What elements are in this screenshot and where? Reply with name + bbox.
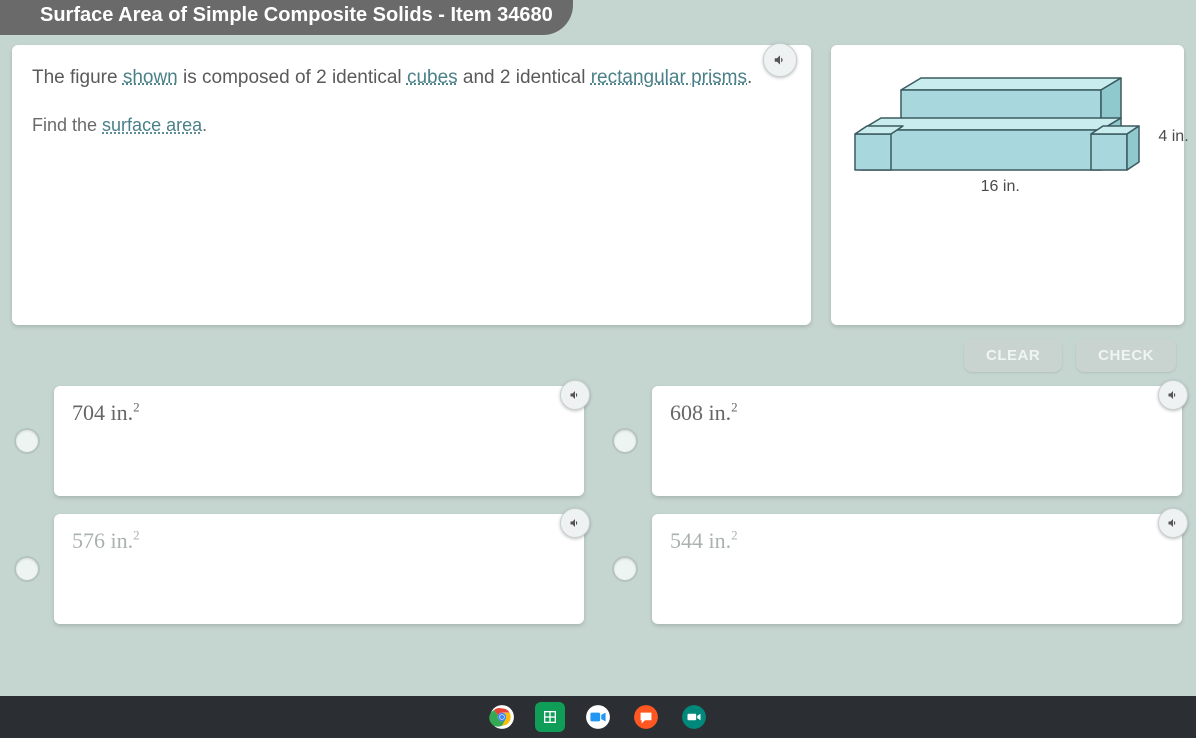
check-button[interactable]: CHECK xyxy=(1076,339,1176,372)
link-cubes[interactable]: cubes xyxy=(407,67,458,88)
question-text: The figure shown is composed of 2 identi… xyxy=(32,63,791,93)
taskbar-chrome-icon[interactable] xyxy=(487,702,517,732)
answer-audio-button[interactable] xyxy=(1158,508,1188,538)
taskbar-meet-icon[interactable] xyxy=(583,702,613,732)
answer-card[interactable]: 576 in.2 xyxy=(54,514,584,624)
clear-button[interactable]: CLEAR xyxy=(964,339,1062,372)
answer-grid: 704 in.2 608 in.2 576 in.2 544 in.2 xyxy=(0,380,1196,624)
answer-card[interactable]: 704 in.2 xyxy=(54,386,584,496)
top-row: The figure shown is composed of 2 identi… xyxy=(0,35,1196,325)
answer-card[interactable]: 544 in.2 xyxy=(652,514,1182,624)
link-surface-area[interactable]: surface area xyxy=(102,115,202,135)
answer-row: 576 in.2 xyxy=(14,514,584,624)
link-rectangular-prisms[interactable]: rectangular prisms xyxy=(591,67,747,88)
dimension-height: 4 in. xyxy=(1158,128,1188,146)
link-shown[interactable]: shown xyxy=(123,67,178,88)
answer-row: 704 in.2 xyxy=(14,386,584,496)
question-audio-button[interactable] xyxy=(763,43,797,77)
answer-text: 704 in.2 xyxy=(72,400,140,425)
answer-radio[interactable] xyxy=(612,428,638,454)
answer-card[interactable]: 608 in.2 xyxy=(652,386,1182,496)
answer-row: 544 in.2 xyxy=(612,514,1182,624)
answer-radio[interactable] xyxy=(14,556,40,582)
taskbar-chat-icon[interactable] xyxy=(631,702,661,732)
question-panel: The figure shown is composed of 2 identi… xyxy=(12,45,811,325)
page-header: Surface Area of Simple Composite Solids … xyxy=(0,0,573,35)
action-row: CLEAR CHECK xyxy=(0,325,1196,380)
answer-audio-button[interactable] xyxy=(1158,380,1188,410)
figure-panel: 4 in. 16 in. xyxy=(831,45,1184,325)
answer-text: 608 in.2 xyxy=(670,400,738,425)
taskbar-sheets-icon[interactable] xyxy=(535,702,565,732)
answer-audio-button[interactable] xyxy=(560,380,590,410)
taskbar xyxy=(0,696,1196,738)
answer-radio[interactable] xyxy=(612,556,638,582)
dimension-width: 16 in. xyxy=(981,178,1020,196)
answer-row: 608 in.2 xyxy=(612,386,1182,496)
instruction-text: Find the surface area. xyxy=(32,115,791,136)
answer-text: 544 in.2 xyxy=(670,528,738,553)
speaker-icon xyxy=(773,53,787,67)
taskbar-camera-icon[interactable] xyxy=(679,702,709,732)
answer-radio[interactable] xyxy=(14,428,40,454)
figure-diagram: 4 in. 16 in. xyxy=(841,70,1161,200)
answer-text: 576 in.2 xyxy=(72,528,140,553)
page-title: Surface Area of Simple Composite Solids … xyxy=(40,4,553,26)
answer-audio-button[interactable] xyxy=(560,508,590,538)
